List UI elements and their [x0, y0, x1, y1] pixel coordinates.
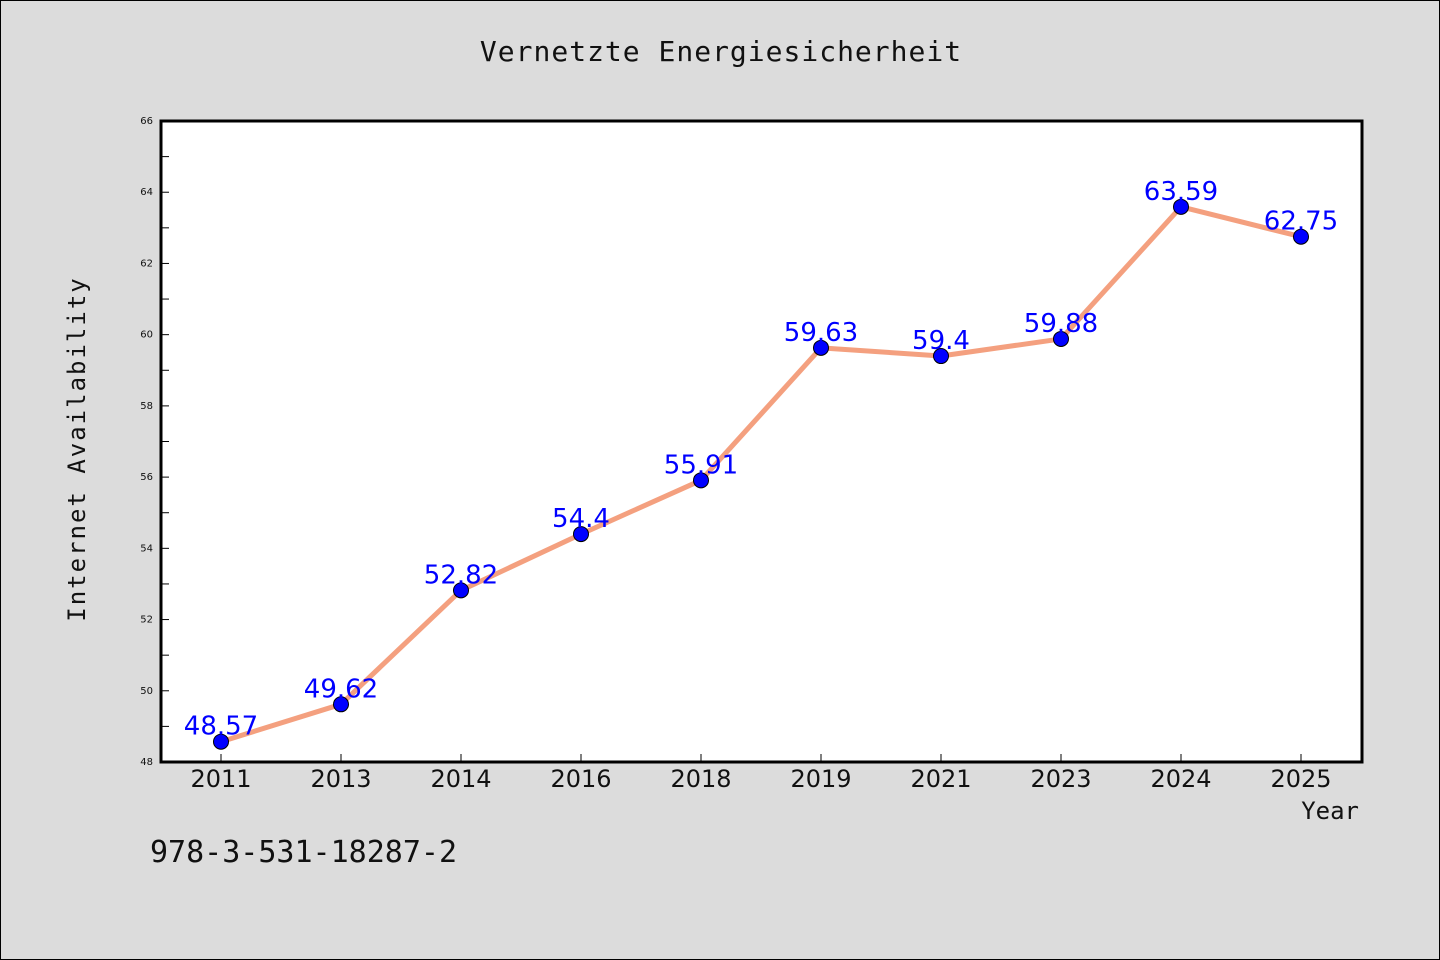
y-tick-label: 56: [140, 472, 153, 483]
data-point: [693, 472, 709, 489]
isbn-annotation: 978-3-531-18287-2: [150, 835, 458, 870]
plot-area: [159, 119, 1364, 764]
x-tick-label: 2013: [310, 765, 371, 793]
data-label: 59.63: [784, 318, 858, 348]
data-label: 59.4: [912, 326, 970, 356]
y-tick-label: 66: [140, 116, 153, 127]
series-markers: [213, 198, 1309, 750]
data-point: [213, 733, 229, 750]
data-point: [813, 339, 829, 356]
x-axis-ticks: 2011 2013 2014 2016 2018 2019 2021 2023 2024 2025: [190, 754, 1332, 793]
data-label: 59.88: [1024, 309, 1098, 339]
y-tick-label: 60: [140, 330, 153, 341]
data-point: [1053, 330, 1069, 347]
data-point: [1293, 228, 1309, 245]
data-point: [1173, 198, 1189, 215]
data-label: 52.82: [424, 560, 498, 590]
data-label: 54.4: [552, 504, 610, 534]
x-tick-label: 2021: [910, 765, 971, 793]
data-point: [333, 696, 349, 713]
data-point: [933, 348, 949, 365]
x-tick-label: 2023: [1030, 765, 1091, 793]
x-axis-label: Year: [1301, 797, 1359, 825]
data-point: [453, 582, 469, 599]
data-label: 55.91: [664, 450, 738, 480]
y-tick-label: 50: [140, 686, 153, 697]
y-tick-label: 52: [140, 615, 153, 626]
data-label: 62.75: [1264, 207, 1338, 237]
y-tick-label: 64: [140, 187, 153, 198]
data-labels: 48.57 49.62 52.82 54.4 55.91 59.63 59.4 59.88 63…: [184, 177, 1338, 742]
data-label: 48.57: [184, 712, 258, 742]
y-tick-label: 54: [140, 543, 153, 554]
x-tick-label: 2024: [1150, 765, 1211, 793]
y-tick-label: 58: [140, 401, 153, 412]
chart-title: Vernetzte Energiesicherheit: [479, 35, 963, 68]
x-tick-label: 2019: [790, 765, 851, 793]
data-point: [573, 526, 589, 543]
x-tick-label: 2011: [190, 765, 251, 793]
x-tick-label: 2016: [550, 765, 611, 793]
y-tick-label: 48: [140, 757, 153, 768]
y-axis-ticks: 48 50 52 54 56 58 60 62 64 66: [140, 116, 169, 768]
y-tick-label: 62: [140, 258, 153, 269]
x-tick-label: 2018: [670, 765, 731, 793]
data-label: 63.59: [1144, 177, 1218, 207]
series-line: [218, 204, 1304, 745]
x-tick-label: 2025: [1270, 765, 1331, 793]
x-tick-label: 2014: [430, 765, 491, 793]
data-label: 49.62: [304, 674, 378, 704]
